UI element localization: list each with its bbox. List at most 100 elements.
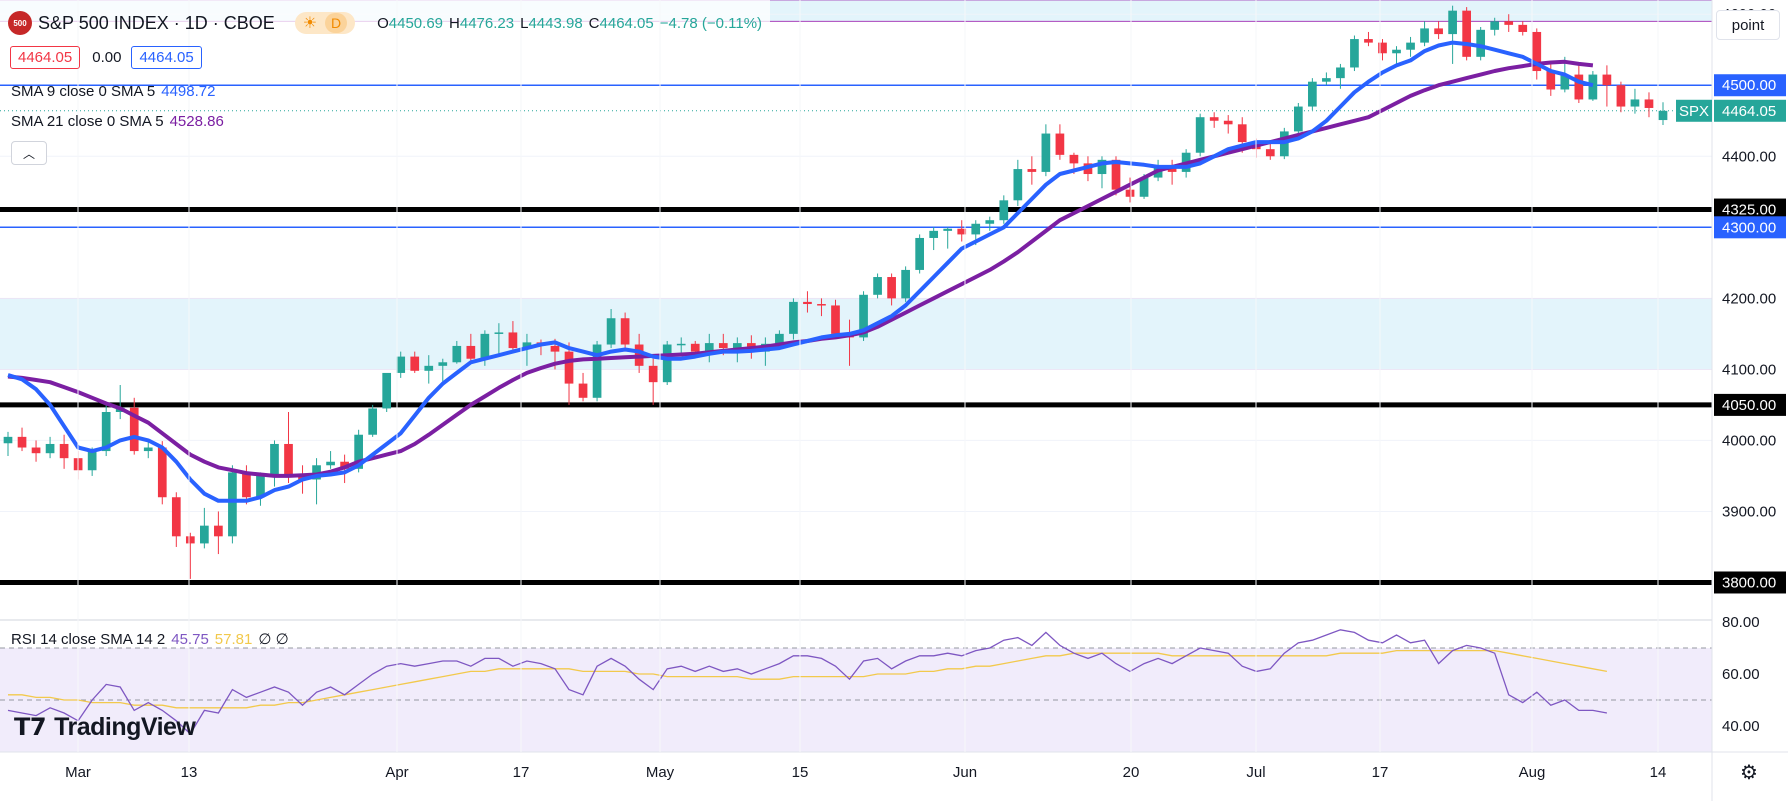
sma9-legend[interactable]: SMA 9 close 0 SMA 5 4498.72 [11, 83, 215, 100]
unit-button[interactable]: point [1716, 10, 1780, 40]
candle-down [466, 345, 476, 359]
symbol-logo: 500 [8, 11, 32, 35]
candle-down [718, 343, 728, 349]
x-tick-label: 17 [513, 764, 530, 781]
candle-up [354, 434, 363, 469]
candle-up [676, 343, 686, 346]
candle-up [256, 475, 265, 498]
header-backdrop [0, 0, 770, 40]
candle-down [1237, 124, 1247, 143]
symbol-title[interactable]: S&P 500 INDEX · 1D · CBOE [38, 12, 275, 33]
rsi-extra: ∅ ∅ [258, 631, 289, 648]
tradingview-icon: 𝗧𝟳 [14, 714, 47, 741]
candle-up [480, 333, 490, 359]
candle-down [803, 301, 812, 305]
symbol-tag [1676, 99, 1712, 122]
candle-up [312, 465, 321, 480]
candle-up [396, 356, 406, 373]
price-boxes: 4464.05 0.00 4464.05 [10, 44, 202, 70]
x-tick-label: 14 [1650, 764, 1667, 781]
ohlc-key: O [377, 14, 389, 32]
candle-up [789, 301, 798, 334]
candle-down [690, 343, 700, 352]
candle-down [1167, 166, 1177, 172]
candle-up [87, 451, 97, 471]
candle-up [45, 443, 55, 454]
candle-up [592, 344, 602, 398]
candle-up [1420, 28, 1429, 43]
candle-up [3, 436, 13, 444]
ohlc-value: 4443.98 [528, 14, 583, 32]
candle-up [522, 342, 532, 349]
gear-icon[interactable]: ⚙ [1740, 762, 1758, 784]
tradingview-logo[interactable]: 𝗧𝟳 TradingView [14, 713, 196, 742]
chart-header: 500 S&P 500 INDEX · 1D · CBOE ☀ D O4450.… [8, 10, 768, 36]
sun-icon: ☀ [302, 15, 318, 32]
x-tick-label: 17 [1372, 764, 1389, 781]
candle-up [732, 343, 742, 349]
candle-down [831, 305, 840, 334]
candle-up [1097, 159, 1107, 175]
candle-up [1448, 10, 1457, 35]
candle-up [1406, 42, 1415, 50]
candle-down [648, 365, 658, 383]
candle-up [704, 343, 714, 352]
candle-up [999, 200, 1009, 221]
session-toggle[interactable]: ☀ D [294, 12, 356, 34]
candle-down [817, 304, 826, 306]
candle-up [901, 269, 910, 299]
candle-down [59, 443, 69, 459]
y-tick-label: 4200.00 [1722, 290, 1776, 307]
y-tick-label: 4100.00 [1722, 361, 1776, 378]
level-axis-label: 4500.00 [1722, 77, 1776, 94]
x-tick-label: 13 [181, 764, 198, 781]
candle-up [1658, 110, 1668, 121]
candle-up [943, 228, 953, 231]
candle-down [242, 472, 251, 498]
brand-name: TradingView [54, 713, 196, 741]
x-tick-label: Jul [1246, 764, 1265, 781]
level-axis-label: 4050.00 [1722, 397, 1776, 414]
candle-up [1308, 81, 1317, 107]
level-axis-label: 4300.00 [1722, 219, 1776, 236]
buy-price-box[interactable]: 4464.05 [131, 45, 202, 69]
candle-up [1630, 99, 1640, 107]
candle-down [564, 351, 574, 384]
candle-down [1518, 24, 1528, 32]
rsi-legend[interactable]: RSI 14 close SMA 14 2 45.75 57.81 ∅ ∅ [11, 630, 289, 648]
candle-down [1265, 149, 1275, 157]
candle-up [1476, 29, 1486, 57]
sell-price-box[interactable]: 4464.05 [10, 45, 81, 69]
candle-up [775, 333, 784, 344]
sma21-label: SMA 21 close 0 SMA 5 [11, 113, 164, 130]
candle-down [1616, 85, 1626, 107]
candle-down [1027, 169, 1037, 172]
collapse-legend-button[interactable]: ︿ [11, 141, 47, 165]
candle-down [620, 318, 630, 345]
rsi-sma-value: 57.81 [214, 631, 253, 648]
rsi-tick-label: 80.00 [1722, 614, 1760, 631]
candle-down [17, 436, 27, 448]
candle-up [438, 362, 448, 366]
symbol-tag-label: SPX [1679, 103, 1709, 120]
sma21-legend[interactable]: SMA 21 close 0 SMA 5 4528.86 [11, 113, 224, 130]
ohlc-value: 4450.69 [388, 14, 444, 32]
candle-down [185, 536, 195, 544]
candle-down [1644, 99, 1654, 108]
candle-down [1364, 39, 1373, 43]
candle-down [1574, 74, 1584, 100]
candle-up [101, 412, 111, 452]
level-axis-label: 4325.00 [1722, 202, 1776, 219]
ohlc-key: L [520, 14, 529, 32]
candle-up [985, 220, 995, 224]
candle-down [129, 407, 139, 452]
rsi-value: 45.75 [171, 631, 209, 648]
candle-down [1125, 189, 1135, 197]
ohlc-value: −4.78 (−0.11%) [659, 14, 763, 32]
candle-up [368, 408, 378, 435]
x-tick-label: Apr [385, 764, 408, 781]
candle-up [1041, 133, 1051, 172]
rsi-tick-label: 60.00 [1722, 666, 1760, 683]
ohlc-key: C [588, 14, 600, 32]
